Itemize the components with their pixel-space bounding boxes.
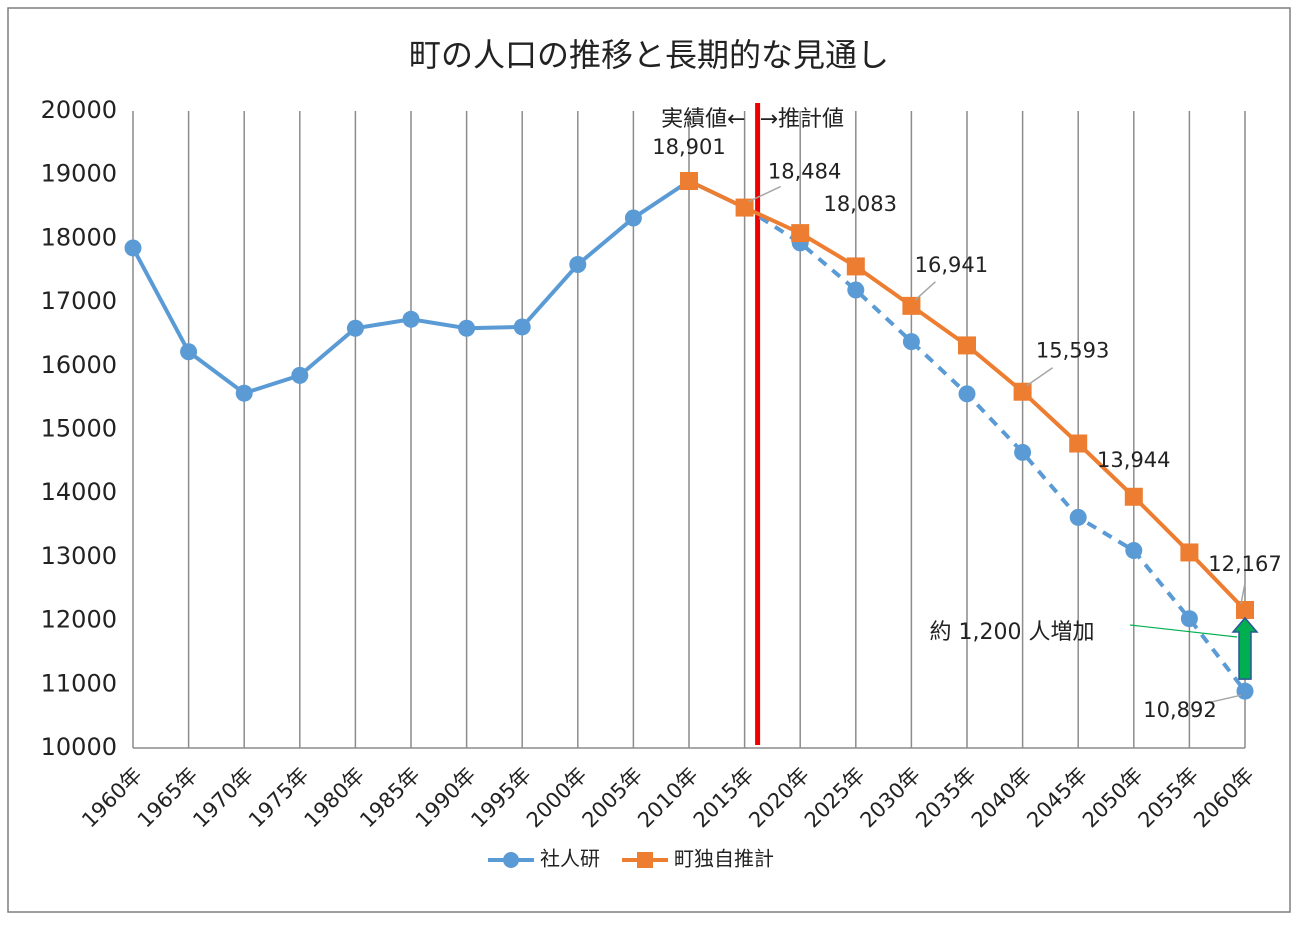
- marker: [1180, 610, 1198, 628]
- series-line: [131, 178, 746, 396]
- annotation-line: [1129, 624, 1238, 638]
- chart-title: 町の人口の推移と長期的な見通し: [409, 36, 889, 74]
- marker: [847, 281, 865, 299]
- marker: [291, 366, 309, 384]
- marker: [346, 319, 364, 337]
- y-tick-label: 19000: [41, 160, 117, 188]
- y-tick-label: 20000: [41, 96, 117, 124]
- data-label: 13,944: [1097, 448, 1170, 472]
- y-tick-label: 18000: [41, 223, 117, 251]
- data-label: 18,901: [652, 135, 725, 159]
- marker: [958, 385, 976, 403]
- y-tick-label: 13000: [41, 542, 117, 570]
- marker: [1124, 487, 1143, 506]
- marker: [569, 256, 587, 274]
- y-tick-label: 10000: [41, 733, 117, 761]
- leader-line: [1205, 694, 1242, 704]
- y-tick-label: 15000: [41, 415, 117, 443]
- marker: [791, 224, 810, 243]
- leader-line: [1026, 367, 1054, 387]
- y-tick-label: 11000: [41, 669, 117, 697]
- y-tick-label: 17000: [41, 287, 117, 315]
- data-label: 18,083: [823, 192, 896, 216]
- marker: [235, 384, 253, 402]
- data-label: 10,892: [1143, 698, 1216, 722]
- marker: [846, 257, 865, 276]
- series-line: [743, 205, 1247, 693]
- legend-marker: [503, 852, 519, 868]
- marker: [458, 319, 476, 337]
- legend-label: 町独自推計: [674, 847, 774, 871]
- marker: [180, 343, 198, 361]
- y-tick-label: 14000: [41, 478, 117, 506]
- marker: [680, 172, 698, 191]
- marker: [902, 296, 921, 315]
- leader-line: [1240, 582, 1246, 605]
- marker: [402, 310, 420, 328]
- marker: [1069, 508, 1087, 526]
- y-tick-label: 12000: [41, 606, 117, 634]
- marker: [1069, 434, 1088, 453]
- legend-marker: [637, 852, 653, 868]
- marker: [1236, 682, 1254, 700]
- data-label: 18,484: [768, 160, 841, 184]
- annotation: 約 1,200 人増加: [930, 620, 1095, 645]
- marker: [1236, 600, 1254, 619]
- data-label: 16,941: [915, 253, 988, 277]
- marker: [124, 239, 142, 257]
- marker: [624, 209, 642, 227]
- increase-arrow: [1231, 616, 1259, 680]
- marker: [1125, 542, 1143, 560]
- marker: [958, 336, 976, 355]
- marker: [735, 198, 754, 217]
- y-tick-label: 16000: [41, 351, 117, 379]
- data-label: 12,167: [1208, 552, 1281, 576]
- leader-line: [914, 281, 936, 301]
- annotation: 実績値←: [661, 107, 745, 132]
- annotation: →推計値: [760, 107, 844, 132]
- marker: [1013, 382, 1032, 401]
- leader-line: [748, 185, 781, 203]
- data-label: 15,593: [1036, 339, 1109, 363]
- marker: [1180, 543, 1199, 562]
- marker: [513, 318, 531, 336]
- chart-border: [7, 7, 1291, 913]
- legend-label: 社人研: [540, 847, 600, 871]
- marker: [902, 333, 920, 351]
- marker: [1014, 443, 1032, 461]
